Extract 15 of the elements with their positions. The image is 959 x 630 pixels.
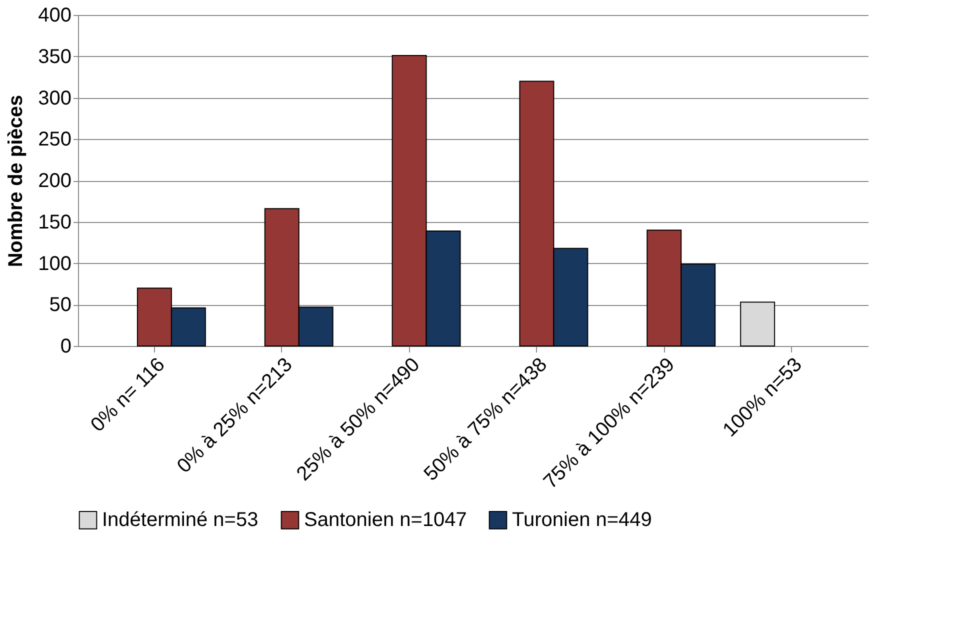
y-tick-label: 250 <box>38 128 72 151</box>
x-tick-label: 0% n= 116 <box>86 354 170 436</box>
y-tick-label: 100 <box>38 252 72 275</box>
legend-label: Santonien n=1047 <box>304 509 467 532</box>
y-tick-label: 0 <box>60 336 72 358</box>
y-tick-label: 150 <box>38 211 72 234</box>
y-tick-label: 300 <box>38 87 72 110</box>
legend-label: Indéterminé n=53 <box>102 509 258 532</box>
y-tick-label: 400 <box>38 4 72 26</box>
y-axis-title: Nombre de pièces <box>5 94 28 268</box>
y-tick-label: 50 <box>49 294 72 316</box>
y-tick-label: 350 <box>38 46 72 68</box>
bar <box>740 302 776 346</box>
legend-label: Turonien n=449 <box>512 509 652 532</box>
y-tick-label: 200 <box>38 170 72 192</box>
